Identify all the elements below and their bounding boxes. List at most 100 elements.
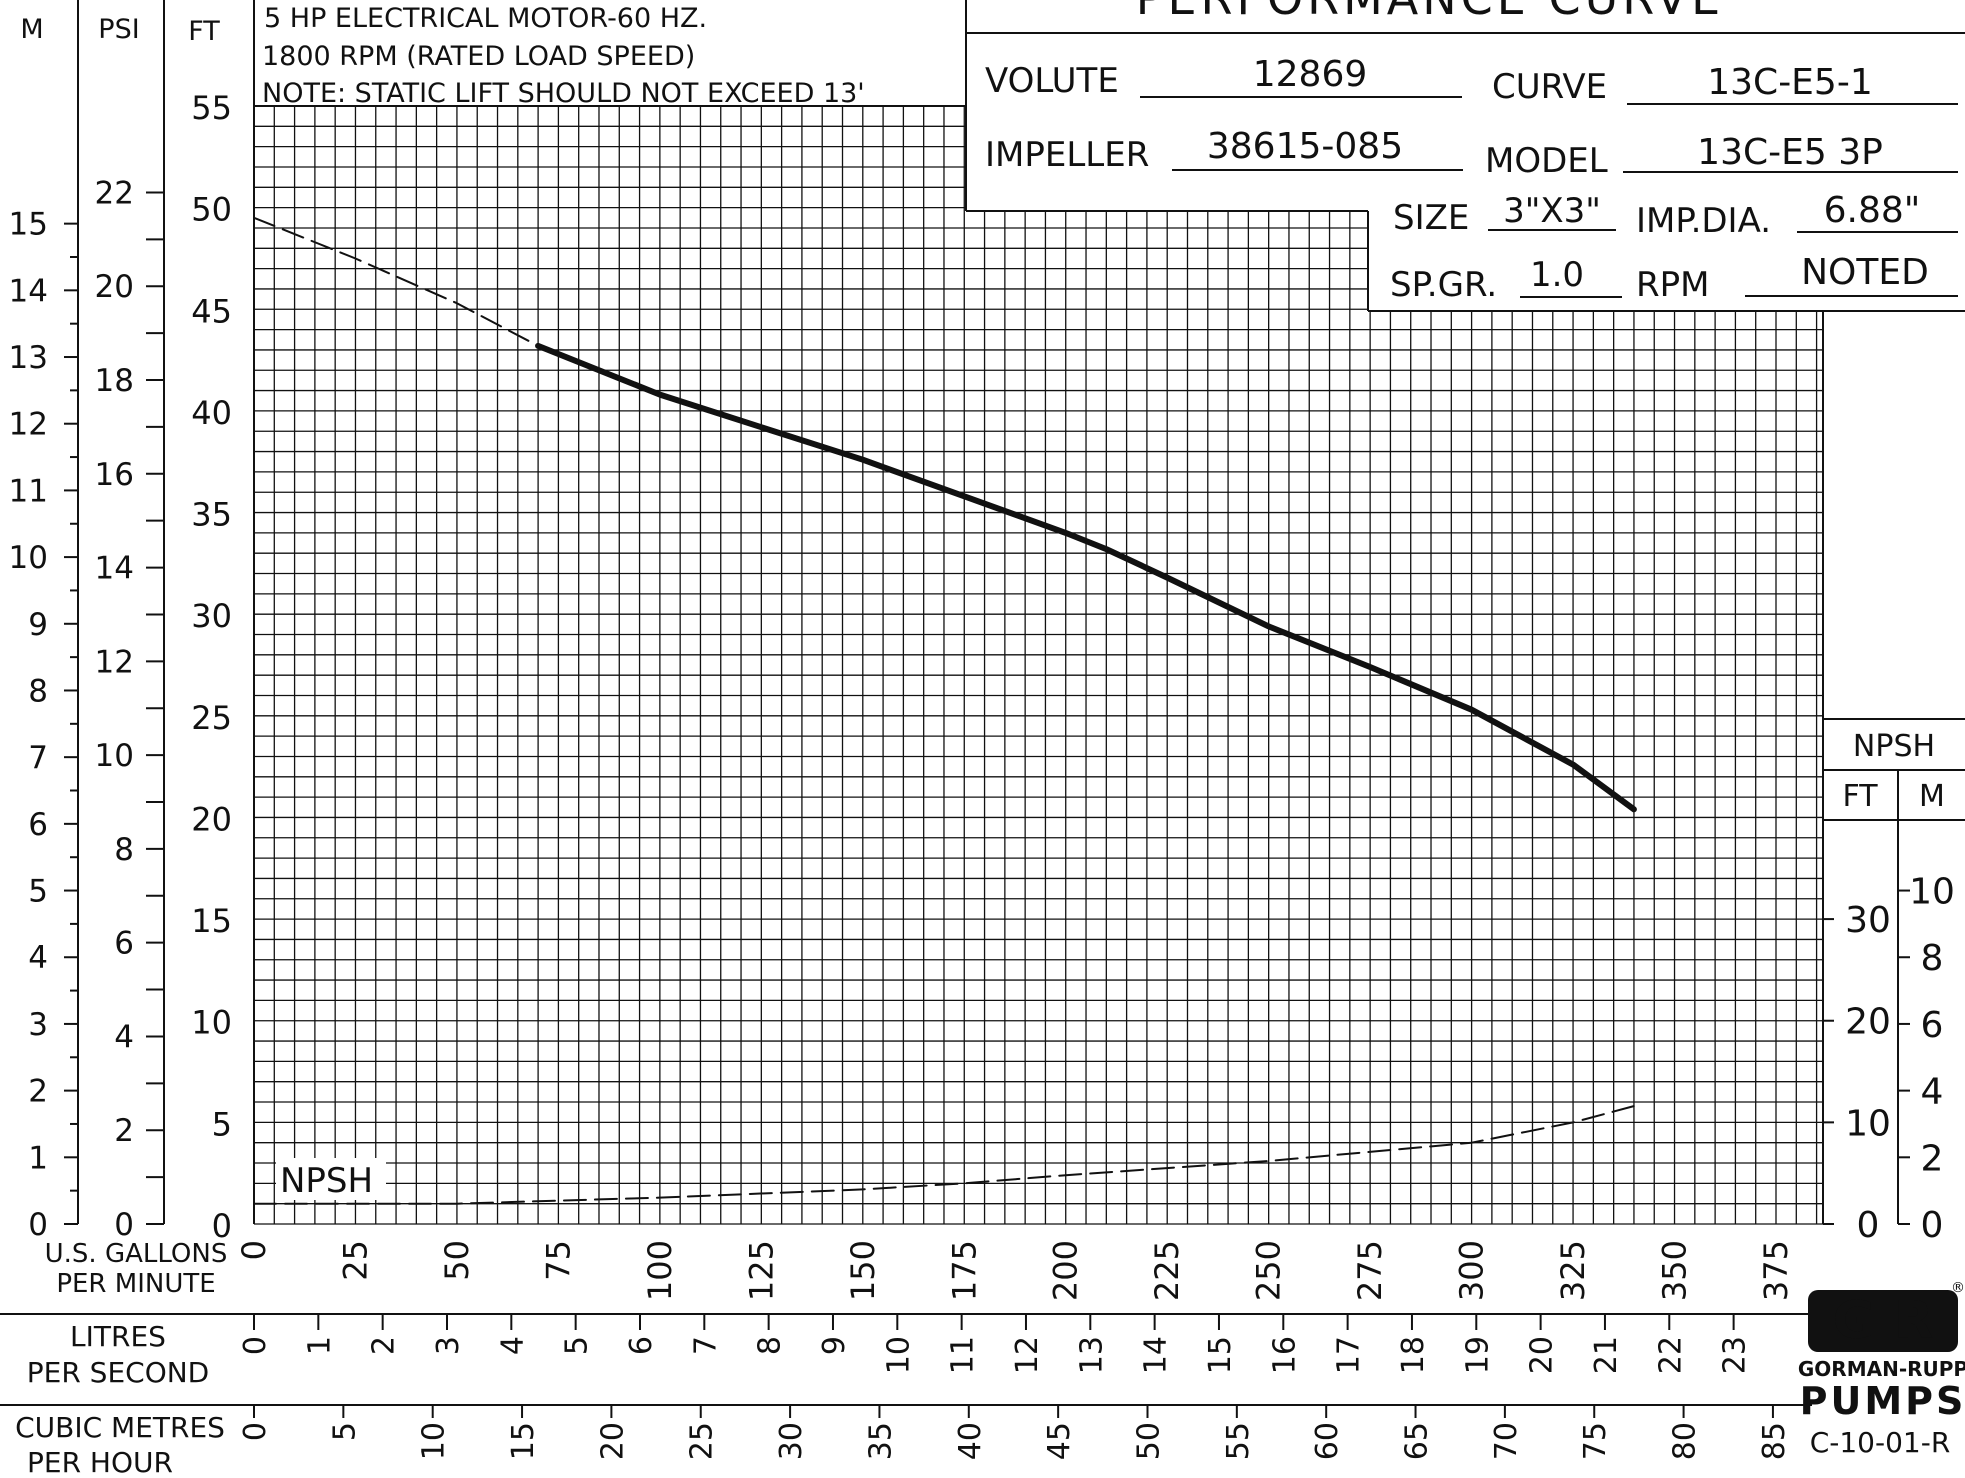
cmh-axis-tick-label: 20 [595, 1422, 630, 1460]
rpm-value: NOTED [1801, 252, 1929, 293]
gpm-axis-tick-label: 150 [844, 1240, 882, 1301]
m-axis-tick-label: 5 [28, 874, 48, 910]
gpm-axis-tick-label: 75 [539, 1240, 577, 1281]
m-axis-tick-label: 7 [28, 740, 48, 776]
gpm-axis-tick-label: 0 [235, 1240, 273, 1260]
lps-axis-tick-label: 16 [1267, 1336, 1302, 1374]
m-axis-tick-label: 10 [9, 540, 48, 576]
impeller-value: 38615-085 [1207, 126, 1403, 167]
lps-axis-tick-label: 0 [238, 1336, 273, 1355]
gpm-axis-label-line2: PER MINUTE [56, 1269, 215, 1299]
cmh-axis-tick-label: 0 [238, 1422, 273, 1441]
gpm-axis-tick-label: 325 [1554, 1240, 1592, 1301]
brand-top: GORMAN-RUPP [1798, 1357, 1965, 1381]
cmh-axis-tick-label: 55 [1221, 1422, 1256, 1460]
lps-axis-tick-label: 10 [881, 1336, 916, 1374]
npsh-curve-label: NPSH [280, 1161, 373, 1201]
ft-axis-tick-label: 55 [191, 89, 232, 127]
volute-value: 12869 [1253, 54, 1368, 95]
npsh-ft-tick-label: 10 [1845, 1103, 1891, 1144]
ft-axis-label: FT [188, 16, 220, 47]
psi-axis-tick-label: 2 [114, 1113, 134, 1149]
spgr-value: 1.0 [1530, 255, 1584, 295]
gpm-axis-tick-label: 125 [742, 1240, 780, 1301]
lps-axis-tick-label: 12 [1010, 1336, 1045, 1374]
npsh-m-tick-label: 2 [1921, 1138, 1944, 1179]
npsh-m-label: M [1919, 779, 1945, 814]
lps-axis-tick-label: 13 [1074, 1336, 1109, 1374]
cmh-axis-tick-label: 40 [953, 1422, 988, 1460]
impeller-label: IMPELLER [985, 135, 1149, 175]
ft-axis-tick-label: 10 [191, 1004, 232, 1042]
gpm-axis-tick-label: 25 [336, 1240, 374, 1281]
npsh-m-tick-label: 6 [1921, 1005, 1944, 1046]
curve-label: CURVE [1492, 67, 1607, 107]
lps-axis-tick-label: 20 [1525, 1336, 1560, 1374]
gpm-axis-tick-label: 200 [1047, 1240, 1085, 1301]
gpm-axis-tick-label: 375 [1757, 1240, 1795, 1301]
gpm-axis-tick-label: 250 [1250, 1240, 1288, 1301]
ft-axis-tick-label: 25 [191, 699, 232, 737]
m-axis-tick-label: 1 [28, 1140, 48, 1176]
psi-axis-tick-label: 20 [95, 269, 134, 305]
model-label: MODEL [1485, 141, 1608, 181]
feet-axis: 0 5 10 15 20 25 30 35 40 45 50 55 [191, 89, 232, 1245]
npsh-panel-title: NPSH [1853, 729, 1935, 764]
svg-text:®: ® [1951, 1280, 1965, 1296]
npsh-m-tick-label: 4 [1921, 1072, 1944, 1113]
psi-axis-tick-label: 8 [114, 832, 134, 868]
gpm-axis-tick-label: 350 [1656, 1240, 1694, 1301]
m-axis-tick-label: 0 [28, 1207, 48, 1243]
lps-axis-tick-label: 6 [624, 1336, 659, 1355]
lps-axis-label-line1: LITRES [70, 1320, 166, 1353]
npsh-m-tick-label: 8 [1921, 938, 1944, 979]
brand-bottom: PUMPS [1800, 1379, 1965, 1423]
lps-axis-tick-label: 22 [1653, 1336, 1688, 1374]
psi-axis-tick-label: 12 [95, 644, 134, 680]
ft-axis-tick-label: 20 [191, 800, 232, 838]
psi-axis-label: PSI [98, 14, 139, 45]
lps-axis-tick-label: 23 [1718, 1336, 1753, 1374]
npsh-ft-tick-label: 0 [1857, 1205, 1880, 1246]
gorman-rupp-logo: G R GORMAN-RUPP PUMPS ® [1798, 1280, 1965, 1423]
gpm-axis: 0 25 50 75 100 125 150 175 200 225 250 275 300 325 350… [235, 1240, 1795, 1301]
cmh-axis-label-line2: PER HOUR [27, 1446, 173, 1478]
rpm-label: RPM [1636, 265, 1709, 305]
gpm-axis-tick-label: 300 [1453, 1240, 1491, 1301]
lps-axis-tick-label: 8 [753, 1336, 788, 1355]
volute-label: VOLUTE [985, 61, 1119, 101]
ft-axis-tick-label: 40 [191, 394, 232, 432]
cmh-axis-tick-label: 80 [1668, 1422, 1703, 1460]
cmh-axis-tick-label: 25 [685, 1422, 720, 1460]
lps-axis-tick-label: 11 [946, 1336, 981, 1374]
ft-axis-tick-label: 50 [191, 191, 232, 229]
m-axis-tick-label: 2 [28, 1074, 48, 1110]
cmh-axis-tick-label: 70 [1489, 1422, 1524, 1460]
cmh-axis-tick-label: 65 [1400, 1422, 1435, 1460]
size-value: 3"X3" [1503, 191, 1601, 231]
impdia-value: 6.88" [1824, 190, 1921, 231]
ft-axis-tick-label: 5 [212, 1105, 232, 1143]
gpm-axis-tick-label: 275 [1351, 1240, 1389, 1301]
cmh-axis-tick-label: 15 [506, 1422, 541, 1460]
svg-text:G R: G R [1833, 1291, 1934, 1351]
gpm-axis-tick-label: 225 [1148, 1240, 1186, 1301]
spec-block: VOLUTE 12869 CURVE 13C-E5-1 IMPELLER 386… [985, 54, 1958, 305]
m-axis-tick-label: 3 [28, 1007, 48, 1043]
ft-axis-tick-label: 45 [191, 292, 232, 330]
npsh-m-tick-label: 10 [1909, 872, 1955, 913]
m-axis-tick-label: 13 [9, 340, 48, 376]
m-axis-tick-label: 9 [28, 607, 48, 643]
m-axis-tick-label: 8 [28, 673, 48, 709]
m-axis-label: M [20, 14, 43, 45]
ft-axis-tick-label: 35 [191, 496, 232, 534]
lps-axis-tick-label: 14 [1139, 1336, 1174, 1374]
lps-axis-tick-label: 2 [367, 1336, 402, 1355]
lps-axis-tick-label: 1 [302, 1336, 337, 1355]
gpm-axis-tick-label: 175 [945, 1240, 983, 1301]
cmh-axis-tick-label: 35 [863, 1422, 898, 1460]
cmh-axis: 0 5 10 15 20 25 30 35 40 45 50 55 60 65 70 75 80 85 [238, 1405, 1792, 1460]
npsh-ft-label: FT [1842, 779, 1878, 814]
